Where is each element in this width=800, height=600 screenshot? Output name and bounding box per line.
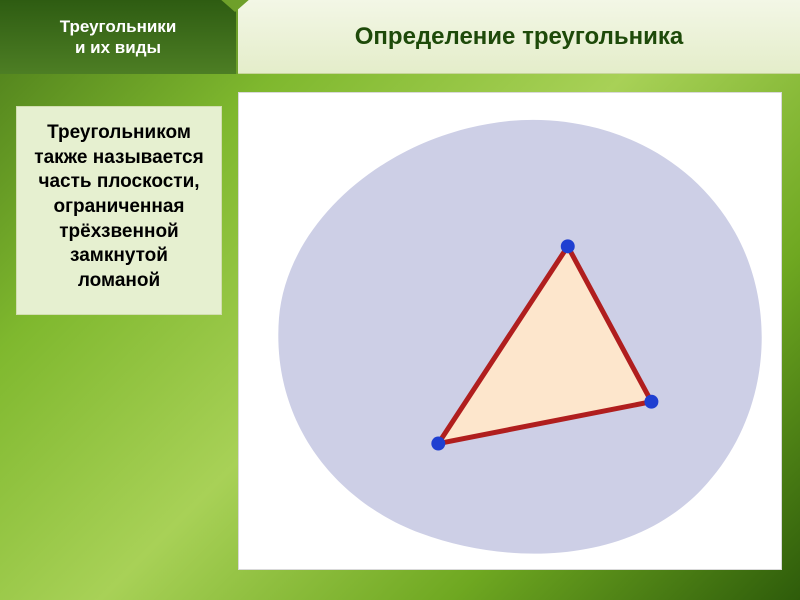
triangle-diagram [239, 93, 781, 569]
header-tab-left-text: Треугольники и их виды [60, 16, 177, 59]
header-left-line2: и их виды [75, 38, 161, 57]
definition-text: Треугольником также называется часть пло… [34, 122, 203, 291]
slide-root: Треугольники и их виды Определение треуг… [0, 0, 800, 600]
vertex-a [561, 239, 575, 253]
header-tab-right: Определение треугольника [238, 0, 800, 74]
header-tab-left: Треугольники и их виды [0, 0, 238, 74]
vertex-c [431, 437, 445, 451]
slide-header: Треугольники и их виды Определение треуг… [0, 0, 800, 74]
tab-notch-icon [219, 0, 251, 12]
figure-panel [238, 92, 782, 570]
header-left-line1: Треугольники [60, 17, 177, 36]
header-title: Определение треугольника [355, 23, 683, 51]
vertex-b [644, 395, 658, 409]
definition-card: Треугольником также называется часть пло… [16, 106, 222, 315]
slide-content: Треугольником также называется часть пло… [0, 74, 800, 600]
